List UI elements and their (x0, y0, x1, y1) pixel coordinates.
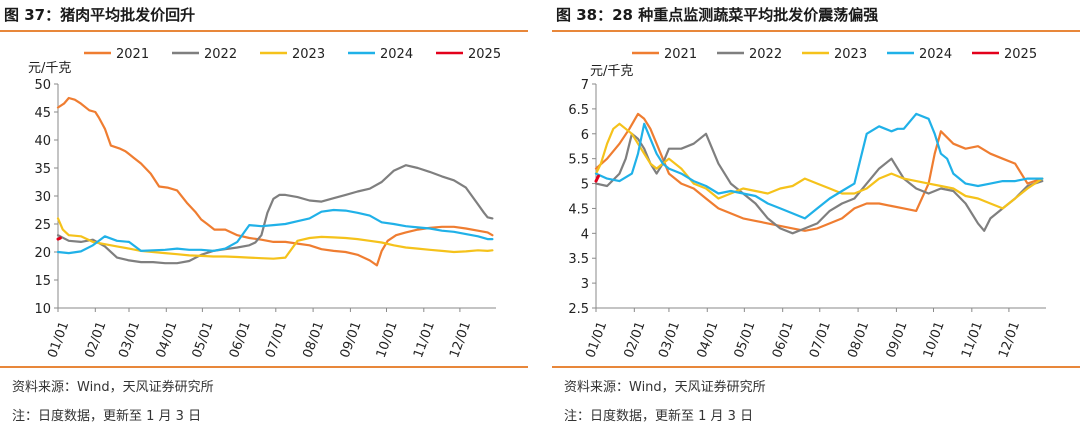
y-tick-label: 4 (581, 227, 589, 242)
x-tick-label: 12/01 (447, 320, 474, 360)
chart-panel-vegetable: 图 38：28 种重点监测蔬菜平均批发价震荡偏强 2021 2022 2023 202… (552, 0, 1080, 429)
footer-rule (0, 366, 528, 368)
y-axis-label: 元/千克 (590, 64, 633, 79)
x-tick-label: 04/01 (154, 320, 181, 360)
y-tick-label: 6 (581, 128, 589, 143)
legend-label-2025: 2025 (468, 47, 501, 62)
y-axis-label: 元/千克 (28, 61, 71, 76)
x-tick-label: 06/01 (770, 320, 797, 360)
pork-price-chart: 2021 2022 2023 2024 2025元/千克1015202530354045… (28, 47, 501, 360)
y-tick-label: 3 (581, 277, 589, 292)
y-tick-label: 3.5 (568, 252, 589, 267)
vegetable-price-chart: 2021 2022 2023 2024 2025 元/千克 2.5 3 3.5 4 4.5 5 5.5 6… (568, 47, 1046, 360)
y-tick-label: 25 (34, 218, 51, 233)
x-tick-label: 09/01 (884, 320, 911, 360)
y-tick-label: 7 (581, 78, 589, 93)
legend-label-2025: 2025 (1004, 47, 1037, 62)
legend: 2021 2022 2023 2024 2025 (632, 47, 1037, 62)
title-rule (552, 30, 1080, 32)
note-text: 注：日度数据，更新至 1 月 3 日 (564, 409, 754, 424)
legend-label-2021: 2021 (664, 47, 697, 62)
y-tick-label: 40 (34, 134, 51, 149)
x-tick-label: 10/01 (921, 320, 948, 360)
series-line-2023 (594, 122, 1044, 210)
x-tick-label: 03/01 (116, 320, 143, 360)
x-tick-label: 05/01 (190, 320, 217, 360)
legend-label-2022: 2022 (749, 47, 782, 62)
x-tick-label: 10/01 (374, 320, 401, 360)
legend: 2021 2022 2023 2024 2025 (84, 47, 501, 62)
y-tick-label: 15 (34, 274, 51, 289)
y-tick-label: 6.5 (568, 103, 589, 118)
y-tick-label: 5 (581, 178, 589, 193)
y-tick-label: 20 (34, 246, 51, 261)
y-tick-label: 45 (34, 106, 51, 121)
chart-title: 图 38：28 种重点监测蔬菜平均批发价震荡偏强 (556, 6, 879, 24)
series-line-2021 (56, 96, 494, 267)
chart-title: 图 37：猪肉平均批发价回升 (4, 6, 196, 24)
x-tick-label: 04/01 (695, 320, 722, 360)
x-tick-label: 12/01 (996, 320, 1023, 360)
x-tick-label: 06/01 (227, 320, 254, 360)
y-tick-label: 4.5 (568, 202, 589, 217)
x-tick-label: 08/01 (845, 320, 872, 360)
series-line-2023 (56, 217, 494, 260)
y-tick-label: 30 (34, 190, 51, 205)
series-line-2025 (56, 236, 62, 241)
x-tick-label: 11/01 (959, 320, 986, 360)
y-tick-label: 10 (34, 302, 51, 317)
x-tick-label: 05/01 (732, 320, 759, 360)
series-line-2024 (594, 112, 1044, 220)
source-text: 资料来源：Wind，天风证券研究所 (564, 380, 766, 395)
y-tick-label: 35 (34, 162, 51, 177)
x-tick-label: 03/01 (656, 320, 683, 360)
legend-label-2022: 2022 (204, 47, 237, 62)
footer-rule (552, 366, 1080, 368)
y-tick-label: 2.5 (568, 302, 589, 317)
legend-label-2023: 2023 (834, 47, 867, 62)
x-tick-label: 02/01 (83, 320, 110, 360)
x-tick-label: 11/01 (411, 320, 438, 360)
x-tick-label: 07/01 (263, 320, 290, 360)
x-tick-label: 07/01 (807, 320, 834, 360)
x-tick-label: 08/01 (300, 320, 327, 360)
legend-label-2023: 2023 (292, 47, 325, 62)
series-line-2021 (594, 112, 1044, 232)
x-tick-label: 01/01 (583, 320, 610, 360)
x-tick-label: 02/01 (622, 320, 649, 360)
x-tick-label: 09/01 (338, 320, 365, 360)
title-rule (0, 30, 528, 32)
source-text: 资料来源：Wind，天风证券研究所 (12, 380, 214, 395)
x-tick-label: 01/01 (45, 320, 72, 360)
legend-label-2024: 2024 (919, 47, 952, 62)
note-text: 注：日度数据，更新至 1 月 3 日 (12, 409, 202, 424)
legend-label-2021: 2021 (116, 47, 149, 62)
y-tick-label: 5.5 (568, 153, 589, 168)
series-line-2025 (594, 174, 600, 183)
legend-label-2024: 2024 (380, 47, 413, 62)
y-tick-label: 50 (34, 78, 51, 93)
chart-panel-pork: 图 37：猪肉平均批发价回升 2021 2022 2023 2024 2025 元/千克 1… (0, 0, 528, 429)
series-line-2022 (56, 164, 494, 265)
series-line-2024 (56, 208, 494, 255)
